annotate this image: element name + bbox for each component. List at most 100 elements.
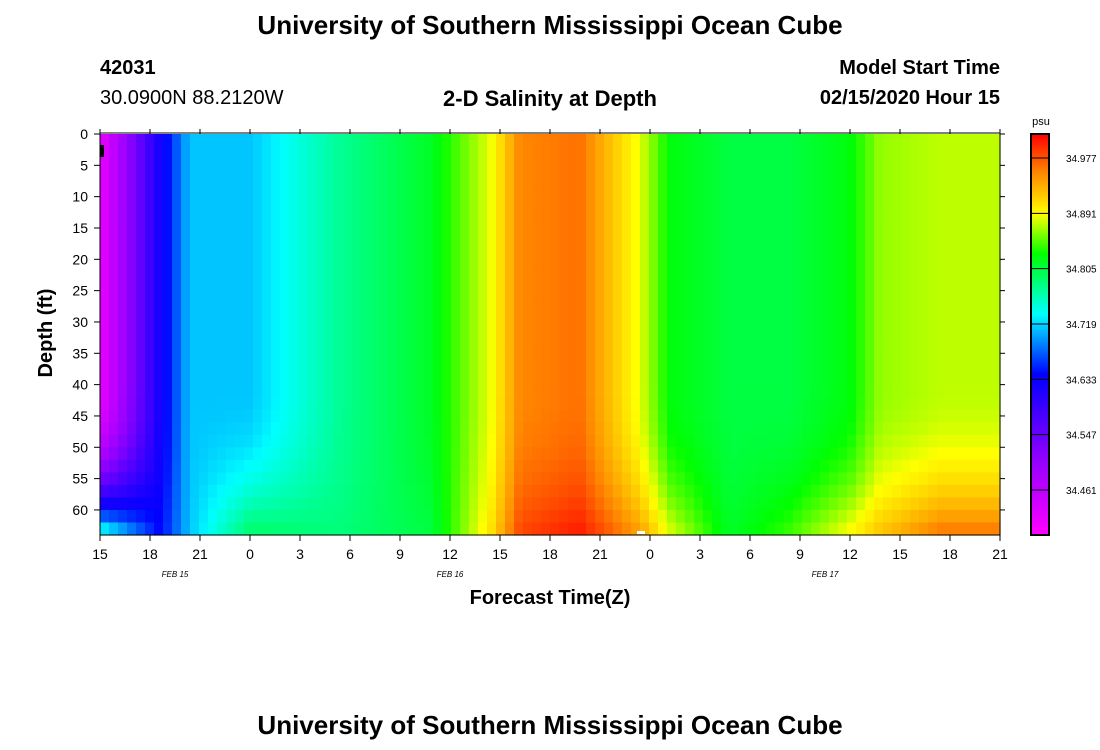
heatmap-cell bbox=[352, 246, 362, 260]
heatmap-cell bbox=[235, 146, 245, 160]
heatmap-cell bbox=[892, 334, 902, 348]
heatmap-cell bbox=[586, 472, 596, 486]
heatmap-cell bbox=[523, 434, 533, 448]
heatmap-cell bbox=[343, 296, 353, 311]
heatmap-cell bbox=[442, 397, 452, 411]
heatmap-cell bbox=[271, 472, 281, 486]
heatmap-cell bbox=[541, 409, 551, 423]
heatmap-cell bbox=[154, 321, 164, 336]
heatmap-cell bbox=[469, 409, 479, 423]
heatmap-cell bbox=[298, 259, 308, 273]
heatmap-cell bbox=[559, 259, 569, 273]
heatmap-cell bbox=[505, 146, 515, 160]
heatmap-cell bbox=[388, 159, 398, 173]
heatmap-cell bbox=[244, 146, 254, 160]
heatmap-cell bbox=[757, 196, 767, 210]
heatmap-cell bbox=[676, 447, 686, 461]
heatmap-cell bbox=[946, 196, 956, 210]
heatmap-cell bbox=[559, 434, 569, 448]
heatmap-cell bbox=[280, 347, 290, 361]
heatmap-cell bbox=[352, 347, 362, 361]
heatmap-cell bbox=[181, 434, 191, 448]
heatmap-cell bbox=[424, 484, 434, 499]
heatmap-cell bbox=[136, 271, 146, 285]
heatmap-cell bbox=[946, 234, 956, 248]
heatmap-cell bbox=[955, 509, 965, 524]
heatmap-cell bbox=[370, 146, 380, 160]
heatmap-cell bbox=[757, 334, 767, 348]
heatmap-cell bbox=[604, 296, 614, 311]
heatmap-cell bbox=[298, 246, 308, 260]
heatmap-cell bbox=[658, 209, 668, 223]
heatmap-cell bbox=[136, 309, 146, 323]
heatmap-cell bbox=[829, 347, 839, 361]
heatmap-cell bbox=[640, 171, 650, 185]
heatmap-cell bbox=[514, 334, 524, 348]
heatmap-cell bbox=[100, 246, 110, 260]
heatmap-cell bbox=[424, 246, 434, 260]
heatmap-cell bbox=[847, 271, 857, 285]
heatmap-cell bbox=[271, 409, 281, 423]
heatmap-cell bbox=[514, 472, 524, 486]
heatmap-cell bbox=[424, 209, 434, 223]
heatmap-cell bbox=[442, 484, 452, 499]
heatmap-cell bbox=[739, 497, 749, 511]
heatmap-cell bbox=[280, 497, 290, 511]
heatmap-cell bbox=[514, 284, 524, 298]
heatmap-cell bbox=[559, 309, 569, 323]
heatmap-cell bbox=[415, 397, 425, 411]
heatmap-cell bbox=[325, 196, 335, 210]
heatmap-cell bbox=[523, 372, 533, 386]
heatmap-cell bbox=[721, 321, 731, 336]
heatmap-cell bbox=[694, 184, 704, 198]
heatmap-cell bbox=[361, 221, 371, 235]
heatmap-cell bbox=[415, 484, 425, 499]
heatmap-cell bbox=[361, 409, 371, 423]
heatmap-cell bbox=[424, 459, 434, 473]
heatmap-cell bbox=[487, 134, 497, 148]
heatmap-cell bbox=[451, 134, 461, 148]
heatmap-cell bbox=[964, 221, 974, 235]
heatmap-cell bbox=[199, 234, 209, 248]
heatmap-cell bbox=[991, 146, 1001, 160]
heatmap-cell bbox=[982, 459, 992, 473]
heatmap-cell bbox=[955, 334, 965, 348]
heatmap-cell bbox=[469, 447, 479, 461]
heatmap-cell bbox=[397, 221, 407, 235]
heatmap-cell bbox=[100, 447, 110, 461]
heatmap-cell bbox=[766, 246, 776, 260]
heatmap-cell bbox=[307, 234, 317, 248]
heatmap-cell bbox=[118, 159, 128, 173]
heatmap-cell bbox=[901, 221, 911, 235]
heatmap-cell bbox=[964, 159, 974, 173]
heatmap-cell bbox=[226, 296, 236, 311]
heatmap-cell bbox=[883, 321, 893, 336]
heatmap-cell bbox=[586, 409, 596, 423]
heatmap-cell bbox=[379, 522, 389, 536]
heatmap-cell bbox=[658, 246, 668, 260]
heatmap-cell bbox=[352, 484, 362, 499]
heatmap-cell bbox=[289, 509, 299, 524]
heatmap-cell bbox=[865, 284, 875, 298]
heatmap-cell bbox=[964, 134, 974, 148]
heatmap-cell bbox=[748, 359, 758, 373]
heatmap-cell bbox=[622, 347, 632, 361]
heatmap-cell bbox=[631, 296, 641, 311]
heatmap-cell bbox=[568, 359, 578, 373]
heatmap-cell bbox=[361, 184, 371, 198]
heatmap-cell bbox=[982, 146, 992, 160]
heatmap-cell bbox=[415, 522, 425, 536]
heatmap-cell bbox=[127, 372, 137, 386]
heatmap-cell bbox=[271, 296, 281, 311]
heatmap-cell bbox=[982, 159, 992, 173]
heatmap-cell bbox=[325, 522, 335, 536]
heatmap-cell bbox=[613, 359, 623, 373]
heatmap-cell bbox=[685, 359, 695, 373]
heatmap-cell bbox=[910, 359, 920, 373]
heatmap-cell bbox=[622, 134, 632, 148]
heatmap-cell bbox=[595, 497, 605, 511]
heatmap-cell bbox=[271, 246, 281, 260]
heatmap-cell bbox=[433, 134, 443, 148]
heatmap-cell bbox=[658, 184, 668, 198]
heatmap-cell bbox=[109, 447, 119, 461]
